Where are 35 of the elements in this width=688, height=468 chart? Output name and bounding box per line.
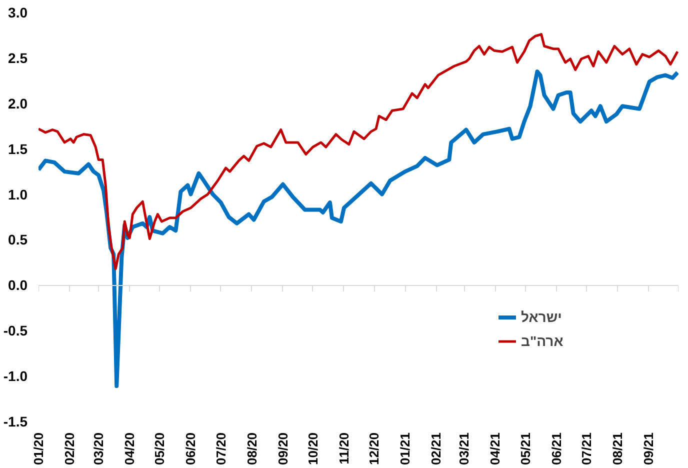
legend-label: ארה"ב <box>521 333 564 349</box>
x-tick-label: 03/20 <box>91 432 106 466</box>
x-tick-label: 01/21 <box>398 432 413 466</box>
x-tick-label: 05/20 <box>152 432 168 466</box>
y-tick-label: 2.0 <box>8 95 28 112</box>
x-tick-label: 03/21 <box>456 432 472 466</box>
x-tick-label: 04/21 <box>488 432 503 466</box>
x-tick-label: 09/21 <box>640 432 656 466</box>
y-tick-label: 0.0 <box>8 277 28 294</box>
x-tick-label: 05/21 <box>518 432 533 466</box>
x-tick-label: 11/20 <box>336 432 352 464</box>
x-tick-label: 07/21 <box>578 432 594 466</box>
x-tick-label: 02/21 <box>428 432 444 466</box>
y-tick-label: -1.5 <box>3 414 28 430</box>
x-tick-label: 06/21 <box>548 432 564 466</box>
y-tick-label: 1.5 <box>8 140 28 157</box>
x-tick-label: 08/21 <box>610 432 625 466</box>
line-series <box>38 33 678 270</box>
x-tick-label: 08/20 <box>244 432 260 466</box>
x-tick-label: 01/20 <box>31 432 46 466</box>
x-tick-label: 06/20 <box>183 432 198 466</box>
line-series <box>38 70 678 388</box>
x-tick-label: 07/20 <box>213 432 228 466</box>
y-tick-label: 0.5 <box>8 232 28 248</box>
y-tick-label: 1.0 <box>8 186 28 202</box>
y-tick-label: -0.5 <box>3 322 28 339</box>
legend-label: ישראל <box>521 309 562 325</box>
x-tick-label: 09/20 <box>275 432 290 466</box>
y-tick-label: 2.5 <box>8 50 28 66</box>
x-tick-label: 12/20 <box>366 432 382 466</box>
y-tick-label: -1.0 <box>3 368 28 384</box>
x-tick-label: 10/20 <box>305 432 320 466</box>
y-tick-label: 3.0 <box>8 4 28 20</box>
x-tick-label: 02/20 <box>62 432 78 466</box>
x-tick-label: 04/20 <box>122 432 138 466</box>
